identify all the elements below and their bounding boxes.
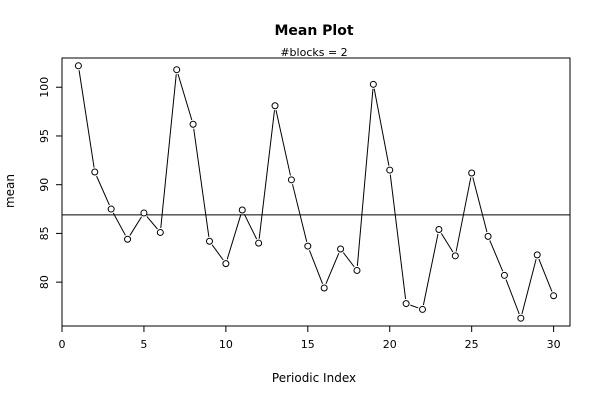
data-point xyxy=(451,252,459,260)
x-tick-label: 0 xyxy=(59,338,66,351)
data-point xyxy=(468,169,476,177)
chart-subtitle: #blocks = 2 xyxy=(280,46,347,59)
data-point xyxy=(91,168,99,176)
data-point xyxy=(271,102,279,110)
chart-title: Mean Plot xyxy=(274,23,353,39)
y-tick-label: 80 xyxy=(38,275,51,289)
x-tick-label: 5 xyxy=(140,338,147,351)
x-tick-label: 30 xyxy=(547,338,561,351)
y-tick-label: 90 xyxy=(38,178,51,192)
data-point xyxy=(386,166,394,174)
series-line-segment xyxy=(258,110,275,239)
series-line-segment xyxy=(160,74,177,229)
data-point xyxy=(140,209,148,217)
series-line-segment xyxy=(440,233,454,253)
series-line-segment xyxy=(226,214,242,260)
series-line-segment xyxy=(177,73,193,121)
data-point xyxy=(402,300,410,308)
x-tick-label: 15 xyxy=(301,338,315,351)
data-point xyxy=(205,237,213,245)
data-point xyxy=(173,66,181,74)
series-line-segment xyxy=(211,244,224,261)
series-line-segment xyxy=(373,88,390,166)
data-point xyxy=(550,292,558,300)
data-point xyxy=(320,284,328,292)
data-point xyxy=(287,176,295,184)
data-point xyxy=(533,251,541,259)
x-tick-label: 25 xyxy=(465,338,479,351)
data-point xyxy=(222,260,230,268)
series-line-segment xyxy=(538,258,553,292)
plot-frame xyxy=(61,57,571,327)
series-line-segment xyxy=(292,184,308,242)
data-point xyxy=(304,242,312,250)
series-line-segment xyxy=(78,70,95,168)
data-point xyxy=(369,80,377,88)
data-point xyxy=(156,228,164,236)
series-line-segment xyxy=(129,216,142,236)
series-line-segment xyxy=(308,250,324,284)
y-tick-label: 100 xyxy=(38,77,51,98)
data-point xyxy=(107,205,115,213)
y-tick-label: 85 xyxy=(38,226,51,240)
x-tick-label: 20 xyxy=(383,338,397,351)
data-point xyxy=(484,232,492,240)
series-line-segment xyxy=(275,110,291,176)
data-point xyxy=(189,120,197,128)
data-point xyxy=(337,245,345,253)
data-point xyxy=(255,239,263,247)
data-point xyxy=(238,206,246,214)
series-line-segment xyxy=(521,259,537,314)
y-axis-label: mean xyxy=(3,174,17,208)
data-point xyxy=(500,271,508,279)
data-point xyxy=(124,235,132,243)
data-point xyxy=(517,314,525,322)
data-point xyxy=(353,266,361,274)
data-point xyxy=(74,62,82,70)
data-point xyxy=(435,226,443,234)
series-line-segment xyxy=(489,240,504,272)
series-line-segment xyxy=(389,174,407,300)
series-line-segment xyxy=(243,213,258,240)
series-line-segment xyxy=(112,212,126,236)
x-axis-label: Periodic Index xyxy=(272,371,356,385)
series-line-segment xyxy=(96,175,110,206)
series-line-segment xyxy=(193,128,210,237)
series-line-segment xyxy=(455,177,472,252)
axes-group: 0 5 10 15 20 25 30 80 85 90 95 100 xyxy=(38,77,561,351)
series-line-segment xyxy=(472,177,488,233)
series-line-segment xyxy=(505,279,520,315)
y-tick-label: 95 xyxy=(38,129,51,143)
series-line-segment xyxy=(356,88,374,267)
series-line-segment xyxy=(422,233,439,306)
series-line-segment xyxy=(410,304,419,309)
x-tick-label: 10 xyxy=(219,338,233,351)
data-point xyxy=(419,305,427,313)
series-line-segment xyxy=(325,252,340,285)
marks-group xyxy=(62,62,570,322)
series-line-segment xyxy=(342,252,355,268)
series-line-segment xyxy=(146,216,158,230)
